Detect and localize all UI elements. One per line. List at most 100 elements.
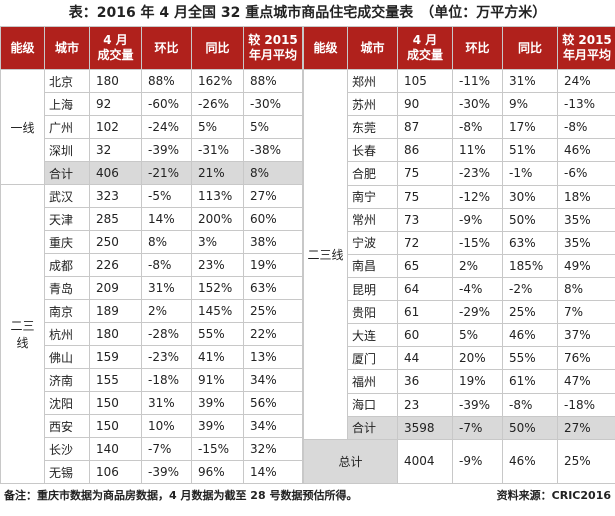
volume-cell: 92	[89, 92, 142, 116]
city-cell: 重庆	[44, 230, 90, 254]
grand-total-volume: 4004	[397, 438, 453, 485]
mom-cell: 10%	[141, 414, 192, 438]
city-cell: 苏州	[347, 92, 398, 117]
volume-cell: 61	[397, 300, 453, 325]
mom-cell: -23%	[452, 161, 503, 186]
yoy-cell: 162%	[191, 69, 244, 93]
city-cell: 长沙	[44, 437, 90, 461]
city-cell: 天津	[44, 207, 90, 231]
volume-cell: 250	[89, 230, 142, 254]
vs2015-cell: 88%	[243, 69, 303, 93]
header-vs2015: 较 2015 年月平均	[557, 26, 615, 70]
volume-cell: 140	[89, 437, 142, 461]
header-volume: 4 月 成交量	[397, 26, 453, 70]
city-cell: 武汉	[44, 184, 90, 208]
table-row: 福州 36 19% 61% 47%	[304, 369, 615, 394]
footer-note: 备注：重庆市数据为商品房数据，4 月数据为截至 28 号数据预估所得。	[4, 489, 358, 502]
mom-cell: 5%	[452, 323, 503, 348]
yoy-cell: 96%	[191, 460, 244, 484]
vs2015-cell: -30%	[243, 92, 303, 116]
city-cell: 佛山	[44, 345, 90, 369]
vs2015-cell: 37%	[557, 323, 615, 348]
city-cell: 宁波	[347, 230, 398, 255]
city-cell: 青岛	[44, 276, 90, 300]
vs2015-cell: 32%	[243, 437, 303, 461]
city-cell: 昆明	[347, 276, 398, 302]
vs2015-cell: 8%	[557, 276, 615, 302]
mom-cell: -9%	[452, 207, 503, 232]
vs2015-cell: 38%	[243, 230, 303, 254]
right-table: 能级 城市 4 月 成交量 环比 同比 较 2015 年月平均 二三线 郑州 105…	[303, 26, 615, 485]
tier-label: 一线	[0, 69, 45, 185]
vs2015-cell: 22%	[243, 322, 303, 346]
yoy-cell: 55%	[502, 346, 558, 371]
footer: 备注：重庆市数据为商品房数据，4 月数据为截至 28 号数据预估所得。 资料来源…	[0, 484, 615, 503]
mom-cell: 11%	[452, 138, 503, 163]
volume-cell: 105	[397, 68, 453, 94]
yoy-cell: 50%	[502, 207, 558, 232]
mom-cell: 2%	[452, 253, 503, 278]
table-row: 长春 86 11% 51% 46%	[304, 138, 615, 163]
yoy-cell: 152%	[191, 276, 244, 300]
city-cell: 合计	[44, 161, 90, 185]
mom-cell: -23%	[141, 345, 192, 369]
header-yoy: 同比	[502, 26, 558, 70]
volume-cell: 406	[89, 161, 142, 185]
table-row: 南京 189 2% 145% 25%	[1, 299, 303, 323]
vs2015-cell: 19%	[243, 253, 303, 277]
volume-cell: 102	[89, 115, 142, 139]
yoy-cell: 46%	[502, 323, 558, 348]
city-cell: 成都	[44, 253, 90, 277]
vs2015-cell: 34%	[243, 368, 303, 392]
vs2015-cell: 5%	[243, 115, 303, 139]
vs2015-cell: 47%	[557, 369, 615, 394]
table-row: 南宁 75 -12% 30% 18%	[304, 184, 615, 209]
yoy-cell: 30%	[502, 184, 558, 209]
vs2015-cell: 8%	[243, 161, 303, 185]
volume-cell: 155	[89, 368, 142, 392]
volume-cell: 72	[397, 230, 453, 255]
vs2015-cell: 27%	[557, 415, 615, 440]
volume-cell: 60	[397, 323, 453, 348]
vs2015-cell: -38%	[243, 138, 303, 162]
city-cell: 贵阳	[347, 300, 398, 325]
mom-cell: -30%	[452, 92, 503, 117]
mom-cell: -39%	[452, 392, 503, 417]
yoy-cell: -31%	[191, 138, 244, 162]
city-cell: 合肥	[347, 161, 398, 186]
yoy-cell: 39%	[191, 391, 244, 415]
table-row: 广州 102 -24% 5% 5%	[1, 115, 303, 139]
yoy-cell: 23%	[191, 253, 244, 277]
mom-cell: 20%	[452, 346, 503, 371]
city-cell: 郑州	[347, 68, 398, 94]
volume-cell: 87	[397, 115, 453, 140]
city-cell: 北京	[44, 69, 90, 93]
volume-cell: 23	[397, 392, 453, 417]
yoy-cell: 113%	[191, 184, 244, 208]
mom-cell: 2%	[141, 299, 192, 323]
volume-cell: 323	[89, 184, 142, 208]
yoy-cell: 63%	[502, 230, 558, 255]
yoy-cell: -8%	[502, 392, 558, 417]
yoy-cell: 3%	[191, 230, 244, 254]
volume-cell: 189	[89, 299, 142, 323]
table-row: 南昌 65 2% 185% 49%	[304, 253, 615, 278]
table-row: 重庆 250 8% 3% 38%	[1, 230, 303, 254]
grand-total-yoy: 46%	[502, 438, 558, 485]
table-row: 东莞 87 -8% 17% -8%	[304, 115, 615, 140]
volume-cell: 3598	[397, 415, 453, 440]
vs2015-cell: 18%	[557, 184, 615, 209]
header-tier: 能级	[0, 26, 45, 70]
tier-label: 二三线	[303, 69, 348, 440]
mom-cell: -8%	[141, 253, 192, 277]
vs2015-cell: 14%	[243, 460, 303, 484]
header-tier: 能级	[303, 26, 348, 70]
city-cell: 南昌	[347, 253, 398, 278]
volume-cell: 75	[397, 184, 453, 209]
city-cell: 济南	[44, 368, 90, 392]
mom-cell: 31%	[141, 391, 192, 415]
table-title: 表：2016 年 4 月全国 32 重点城市商品住宅成交量表 （单位：万平方米）	[68, 5, 547, 21]
yoy-cell: 185%	[502, 253, 558, 278]
header-yoy: 同比	[191, 26, 244, 70]
volume-cell: 150	[89, 391, 142, 415]
